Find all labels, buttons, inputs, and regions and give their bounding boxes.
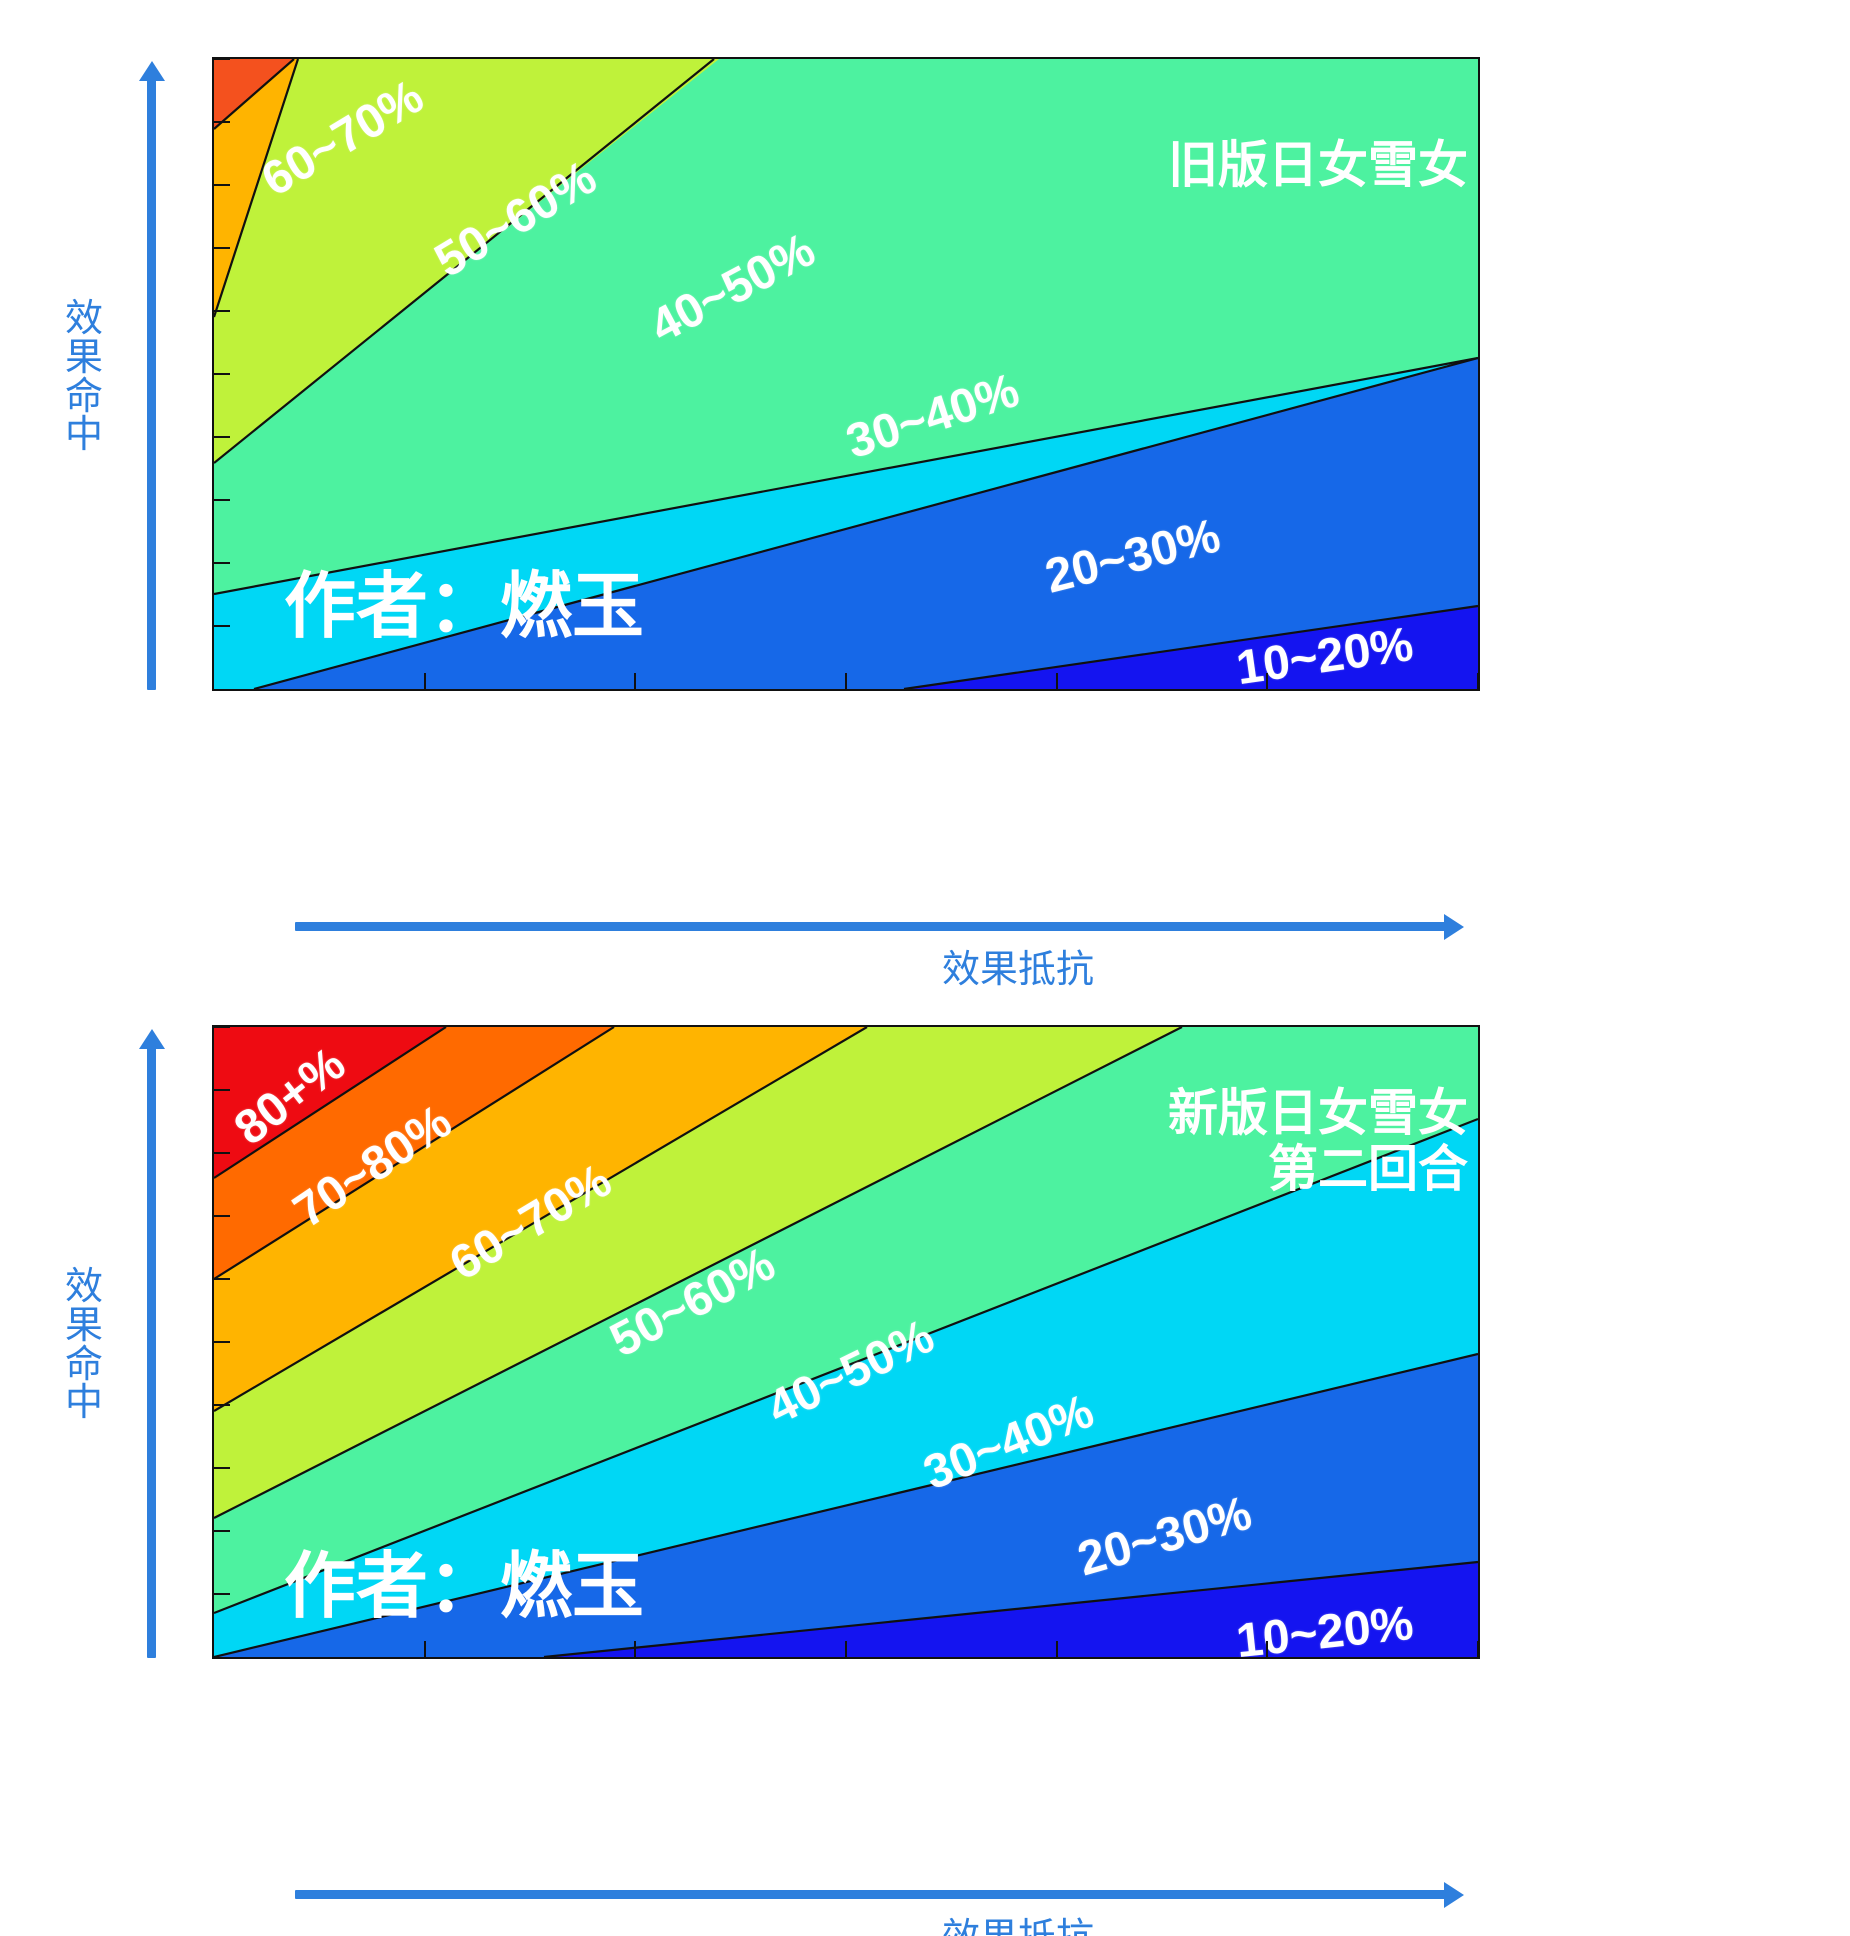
y-tick-mark: [214, 1467, 230, 1469]
chart-title-1: 旧版日女雪女: [1168, 137, 1468, 193]
watermark-1: 作者：燃玉: [284, 567, 645, 647]
y-tick-mark: [214, 1152, 230, 1154]
x-tick-mark: [423, 1641, 426, 1657]
chart-title-2: 新版日女雪女 第二回合: [1168, 1085, 1468, 1197]
chart-old-version: 效果命中: [0, 0, 1850, 968]
x-tick-mark: [1477, 1641, 1478, 1657]
y-axis-arrow-1: [147, 78, 156, 690]
y-tick-mark: [214, 310, 230, 312]
y-tick-mark: [214, 499, 230, 501]
plot-area-1: 60~70% 50~60% 40~50% 30~40% 20~30% 10~20…: [212, 57, 1480, 691]
y-tick-mark: [214, 184, 230, 186]
y-tick-mark: [214, 1341, 230, 1343]
contour-svg-2: [214, 1027, 1478, 1657]
watermark-2: 作者：燃玉: [284, 1547, 645, 1627]
y-axis-label-2: 效果命中: [64, 1266, 103, 1425]
y-tick-mark: [214, 247, 230, 249]
y-tick-mark: [214, 1530, 230, 1532]
y-tick-mark: [214, 1089, 230, 1091]
y-tick-mark: [214, 1027, 230, 1028]
y-tick-mark: [214, 625, 230, 627]
plot-area-2: 80+% 70~80% 60~70% 50~60% 40~50% 30~40% …: [212, 1025, 1480, 1659]
y-tick-mark: [214, 373, 230, 375]
y-tick-mark: [214, 1593, 230, 1595]
y-tick-mark: [214, 436, 230, 438]
y-tick-mark: [214, 1215, 230, 1217]
x-axis-arrow-2: [295, 1890, 1447, 1899]
x-tick-mark: [1266, 1641, 1269, 1657]
x-tick-mark: [1055, 673, 1058, 689]
chart-new-version: 效果命中: [0, 968, 1850, 1936]
x-tick-mark: [845, 673, 847, 689]
x-tick-mark: [1266, 673, 1269, 689]
x-tick-mark: [423, 673, 426, 689]
x-axis-arrow-1: [295, 922, 1447, 931]
contour-svg-1: [214, 59, 1478, 689]
x-tick-mark: [1055, 1641, 1058, 1657]
x-tick-mark: [634, 673, 637, 689]
x-tick-mark: [1477, 673, 1478, 689]
y-tick-mark: [214, 121, 230, 123]
x-axis-label-2: 效果抵抗: [942, 1906, 1094, 1936]
x-axis-label-1: 效果抵抗: [941, 949, 1095, 991]
chart-title-line1-1: 旧版日女雪女: [1168, 137, 1468, 193]
x-tick-mark: [845, 1641, 847, 1657]
y-axis-arrow-2: [147, 1046, 156, 1658]
y-tick-mark: [214, 1278, 230, 1280]
y-axis-label-1: 效果命中: [64, 298, 103, 457]
y-tick-mark: [214, 562, 230, 564]
x-tick-mark: [634, 1641, 637, 1657]
y-tick-mark: [214, 1404, 230, 1406]
chart-title-line1-2: 新版日女雪女: [1168, 1085, 1468, 1141]
y-tick-mark: [214, 59, 230, 60]
chart-title-line2-2: 第二回合: [1268, 1141, 1468, 1197]
